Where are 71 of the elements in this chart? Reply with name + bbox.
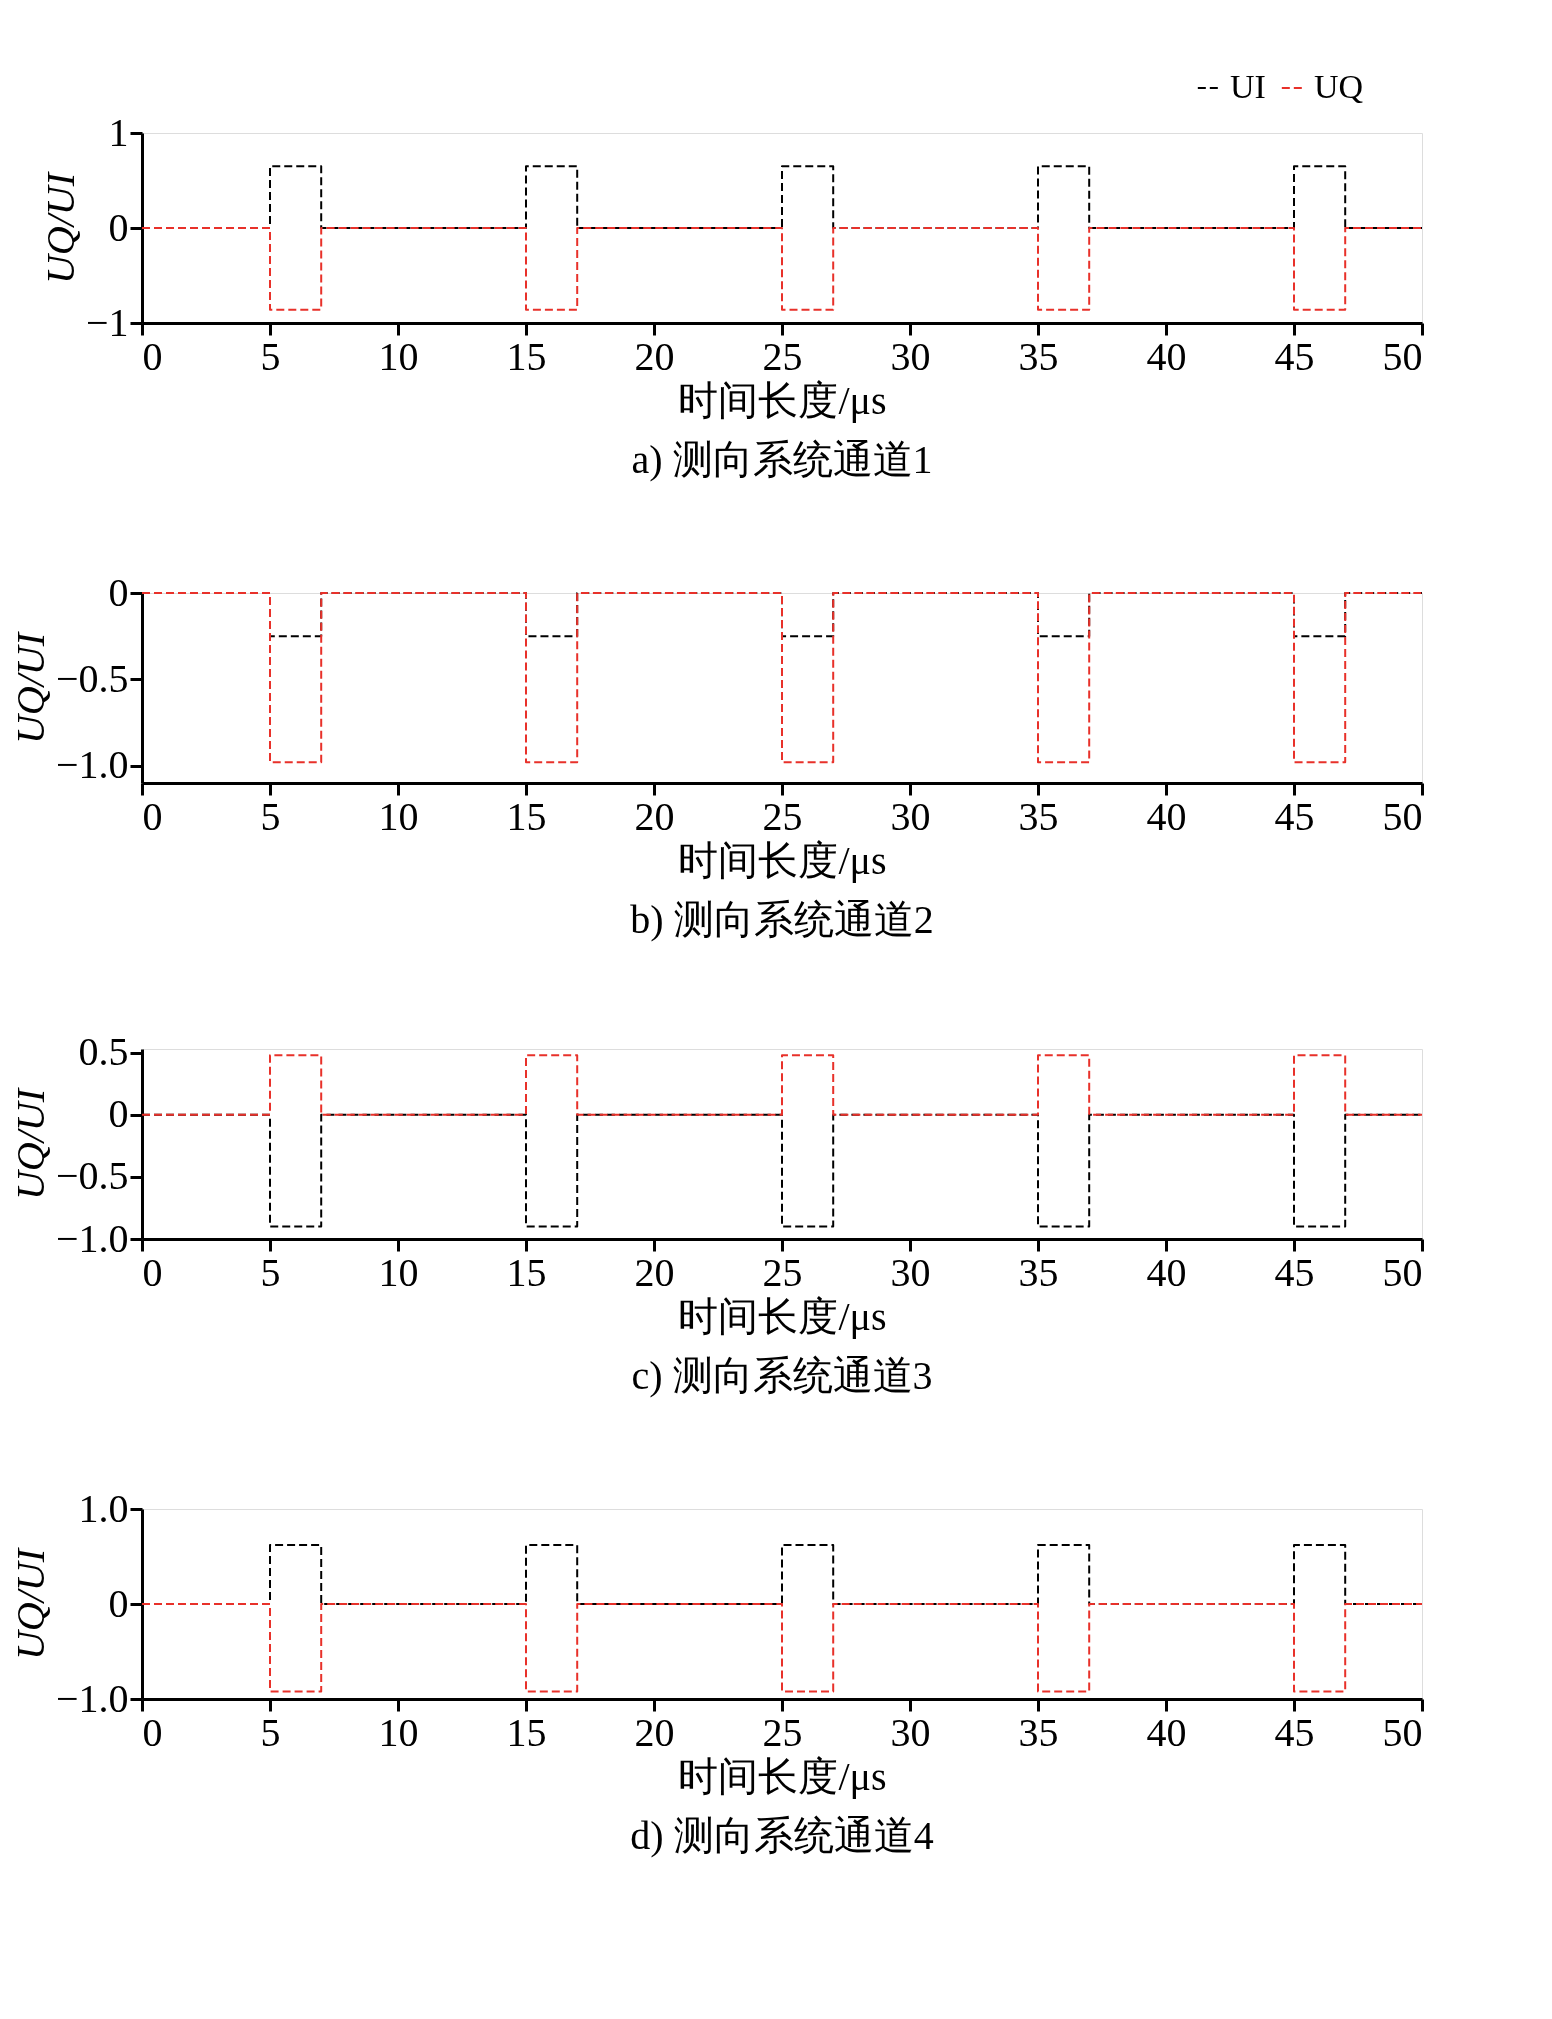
legend-label: UI xyxy=(1230,68,1266,105)
x-tick-label: 30 xyxy=(890,333,931,379)
text: a) 测向系统通道1 xyxy=(631,437,933,482)
y-tick-label: 0 xyxy=(108,1580,129,1626)
y-tick-label: 1 xyxy=(108,109,129,155)
legend-label: UQ xyxy=(1314,68,1364,105)
text: c) 测向系统通道3 xyxy=(631,1353,933,1398)
x-tick-label: 15 xyxy=(506,1249,547,1295)
x-tick-label: 40 xyxy=(1146,333,1187,379)
x-tick-label: 15 xyxy=(506,1709,547,1755)
x-axis-title: 时间长度/μs xyxy=(678,1753,887,1799)
x-tick-label: 10 xyxy=(378,1249,419,1295)
x-tick-label: 5 xyxy=(260,793,281,839)
x-tick-label: 35 xyxy=(1018,333,1059,379)
x-tick-label: 5 xyxy=(260,1249,281,1295)
x-tick-label: 0 xyxy=(142,1709,163,1755)
y-axis-title: UQ/UI xyxy=(7,1087,53,1201)
x-tick-label: 25 xyxy=(762,1249,803,1295)
x-tick-label: 0 xyxy=(142,1249,163,1295)
x-tick-label: 0 xyxy=(142,793,163,839)
x-tick-label: 5 xyxy=(260,333,281,379)
y-tick-label: 0 xyxy=(108,569,129,615)
text: d) 测向系统通道4 xyxy=(630,1813,934,1858)
y-tick-label: −0.5 xyxy=(55,655,129,701)
x-tick-label: 10 xyxy=(378,793,419,839)
x-tick-label: 25 xyxy=(762,333,803,379)
x-tick-label: 45 xyxy=(1274,333,1315,379)
x-tick-label: 20 xyxy=(634,793,675,839)
x-tick-label: 30 xyxy=(890,1709,931,1755)
x-tick-label: 45 xyxy=(1274,1249,1315,1295)
x-tick-label: 50 xyxy=(1382,333,1423,379)
x-tick-label: 25 xyxy=(762,1709,803,1755)
y-tick-label: −1.0 xyxy=(55,1215,129,1261)
x-tick-label: 35 xyxy=(1018,1709,1059,1755)
x-axis-title: 时间长度/μs xyxy=(678,1293,887,1339)
x-tick-label: 40 xyxy=(1146,1709,1187,1755)
x-tick-label: 20 xyxy=(634,1249,675,1295)
x-tick-label: 40 xyxy=(1146,793,1187,839)
x-tick-label: 15 xyxy=(506,333,547,379)
x-tick-label: 5 xyxy=(260,1709,281,1755)
y-tick-label: 0 xyxy=(108,1091,129,1137)
x-tick-label: 20 xyxy=(634,1709,675,1755)
x-tick-label: 20 xyxy=(634,333,675,379)
x-tick-label: 35 xyxy=(1018,793,1059,839)
y-tick-label: 1.0 xyxy=(78,1485,129,1531)
x-axis-title: 时间长度/μs xyxy=(678,377,887,423)
y-axis-title: UQ/UI xyxy=(7,631,53,745)
text: b) 测向系统通道2 xyxy=(630,897,934,942)
x-tick-label: 50 xyxy=(1382,793,1423,839)
y-tick-label: −0.5 xyxy=(55,1153,129,1199)
x-tick-label: 45 xyxy=(1274,1709,1315,1755)
x-tick-label: 25 xyxy=(762,793,803,839)
x-tick-label: 10 xyxy=(378,333,419,379)
x-tick-label: 30 xyxy=(890,1249,931,1295)
x-tick-label: 10 xyxy=(378,1709,419,1755)
x-tick-label: 40 xyxy=(1146,1249,1187,1295)
y-tick-label: −1.0 xyxy=(55,1675,129,1721)
y-tick-label: 0.5 xyxy=(78,1029,129,1075)
y-axis-title: UQ/UI xyxy=(7,1547,53,1661)
x-tick-label: 30 xyxy=(890,793,931,839)
x-tick-label: 15 xyxy=(506,793,547,839)
x-tick-label: 50 xyxy=(1382,1709,1423,1755)
x-tick-label: 35 xyxy=(1018,1249,1059,1295)
x-axis-title: 时间长度/μs xyxy=(678,837,887,883)
y-tick-label: 0 xyxy=(108,204,129,250)
x-tick-label: 0 xyxy=(142,333,163,379)
y-tick-label: −1 xyxy=(85,299,129,345)
x-tick-label: 50 xyxy=(1382,1249,1423,1295)
x-tick-label: 45 xyxy=(1274,793,1315,839)
y-axis-title: UQ/UI xyxy=(37,171,83,285)
y-tick-label: −1.0 xyxy=(55,742,129,788)
